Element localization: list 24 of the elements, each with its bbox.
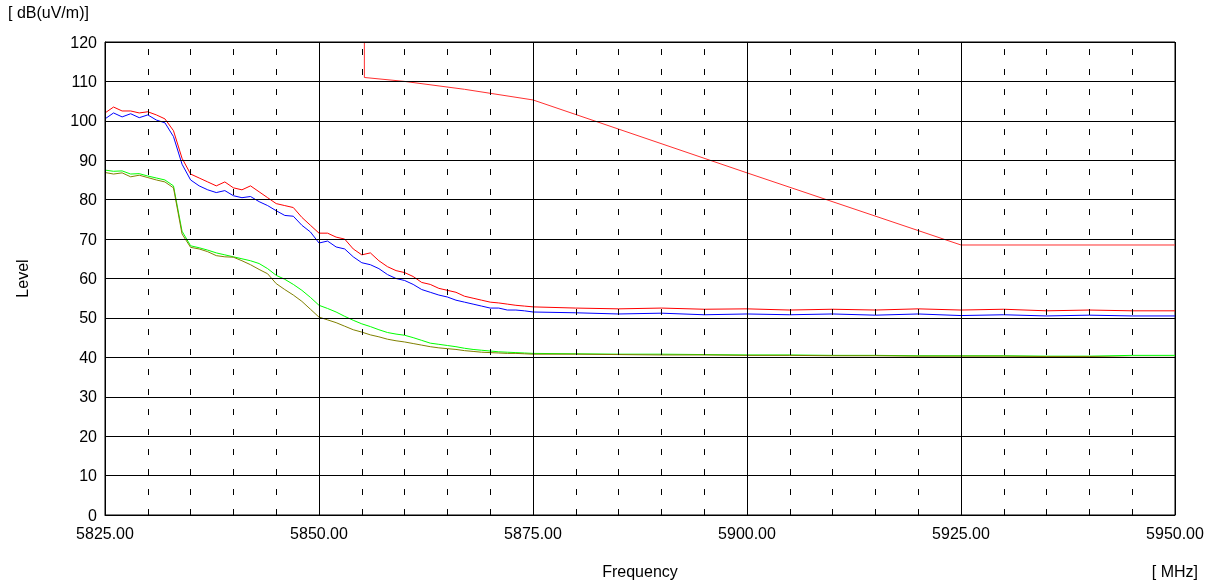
y-tick-label: 120: [70, 33, 98, 51]
text: [ dB(uV/m)]: [8, 3, 89, 21]
y-tick-label: 110: [71, 72, 98, 90]
y-tick-label: 80: [79, 191, 98, 209]
x-tick-label: 5875.00: [504, 524, 563, 542]
y-axis-title: Level: [13, 259, 31, 298]
y-tick-label: 50: [79, 309, 98, 327]
y-tick-label: 30: [79, 388, 98, 406]
y-tick-label: 90: [79, 151, 98, 169]
y-tick-label: 60: [79, 270, 98, 287]
y-tick-label: 70: [79, 230, 98, 248]
y-tick-label: 0: [88, 506, 98, 524]
text: [ MHz]: [1151, 562, 1198, 580]
x-tick-label: 5900.00: [718, 524, 777, 542]
y-tick-label: 20: [79, 427, 98, 445]
y-tick-label: 100: [70, 112, 98, 130]
x-tick-label: 5950.00: [1146, 524, 1205, 542]
x-tick-label: 5850.00: [290, 524, 349, 542]
line-series: [363, 41, 1176, 246]
x-axis-title: Frequency: [602, 562, 678, 580]
y-tick-label: 40: [79, 348, 98, 366]
x-tick-label: 5925.00: [932, 524, 991, 542]
y-tick-label: 10: [79, 467, 98, 485]
x-tick-label: 5825.00: [76, 524, 135, 542]
